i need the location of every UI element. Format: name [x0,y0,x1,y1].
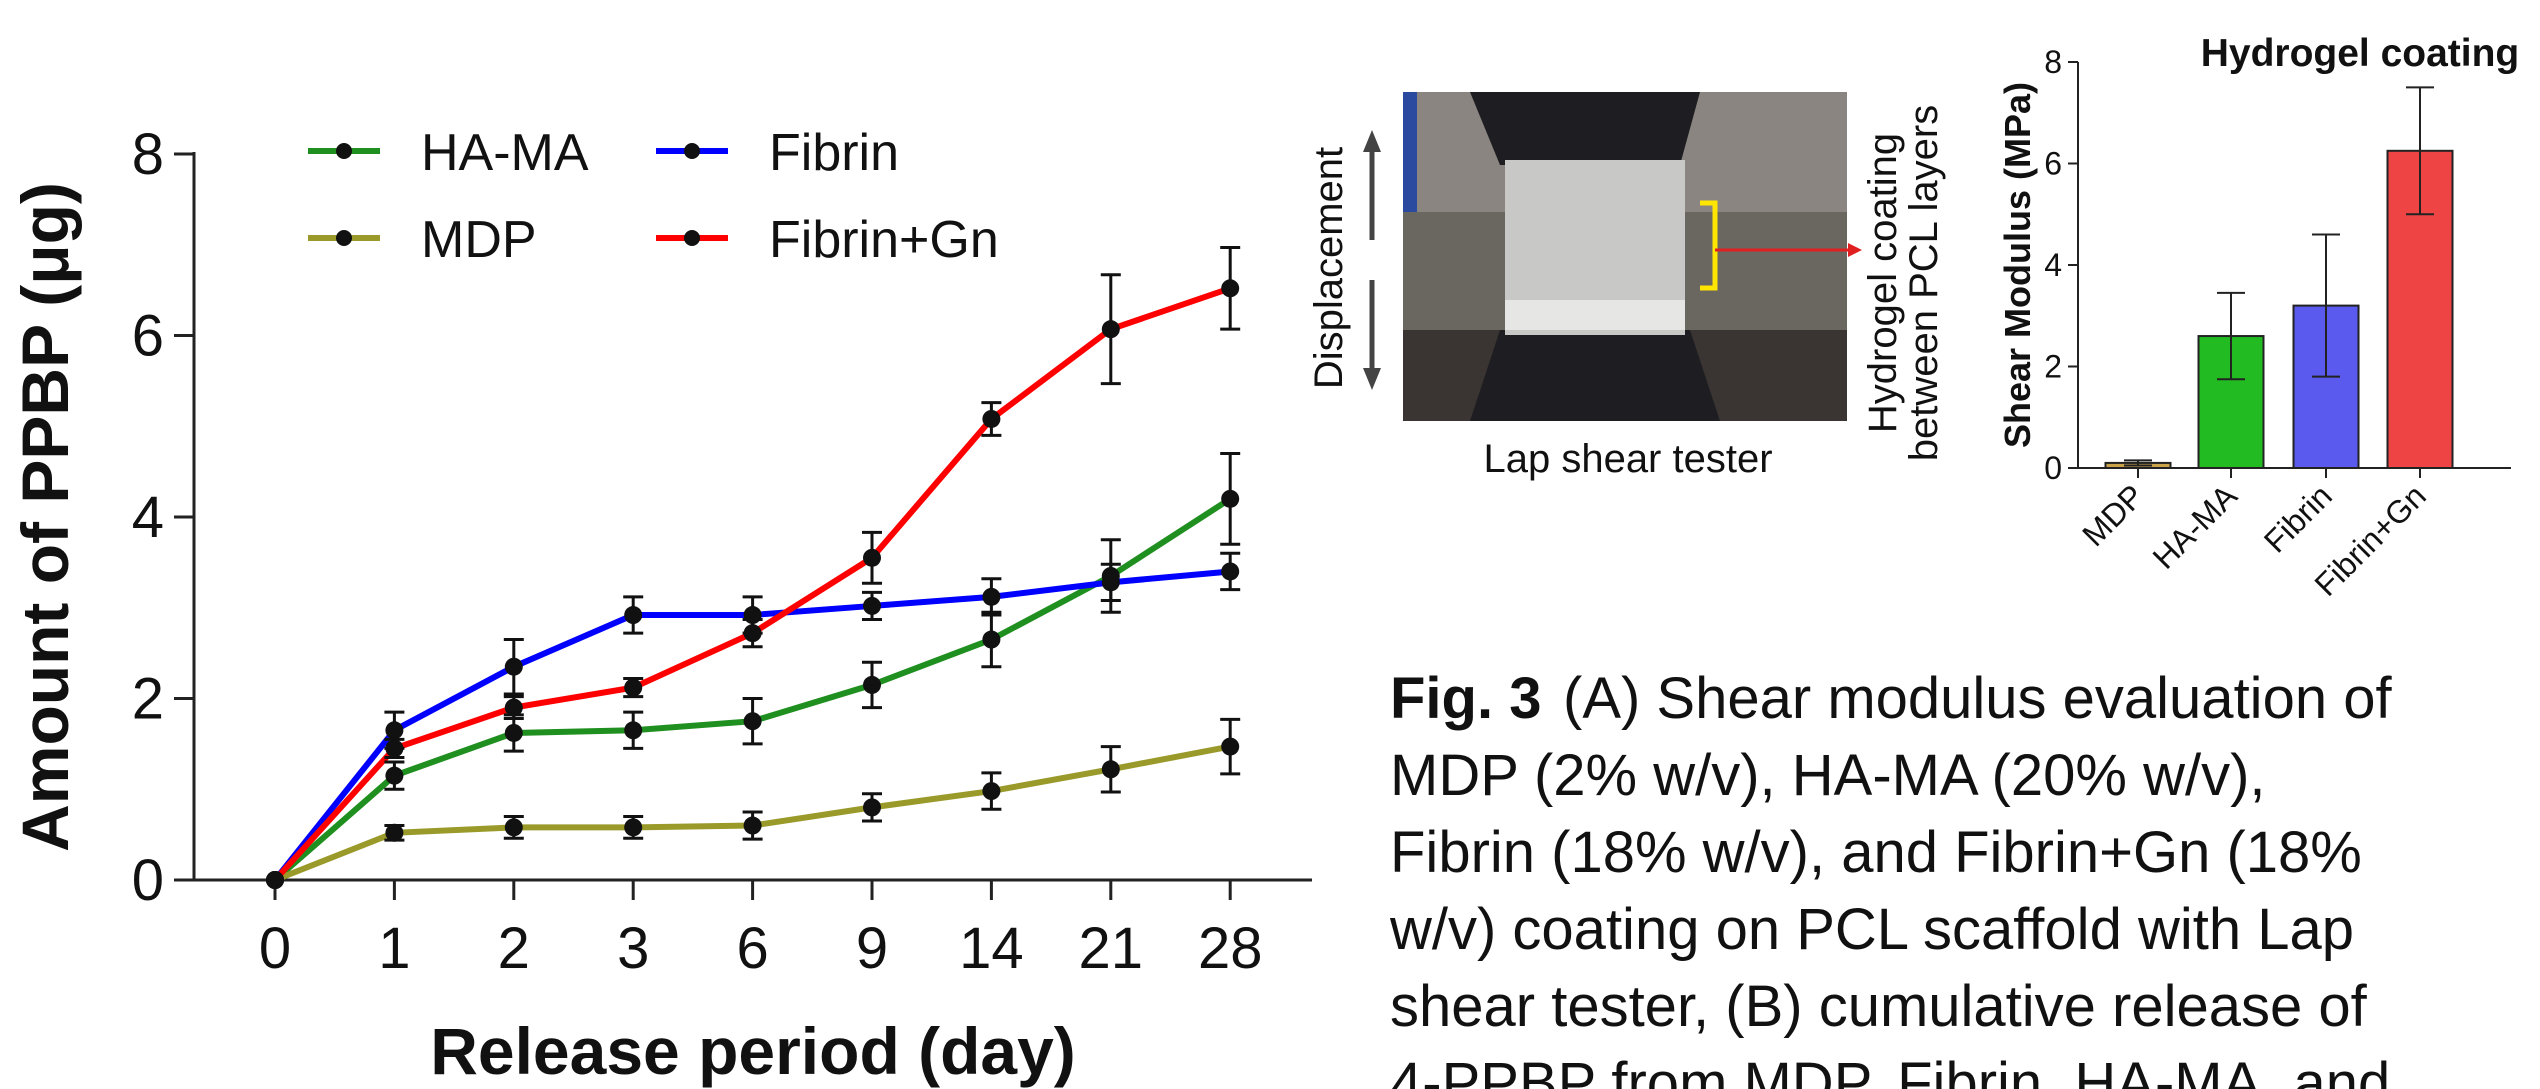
legend-label: MDP [421,211,537,269]
lower-clamp [1470,330,1720,421]
y-tick-label: 2 [2044,349,2062,385]
photo-right-label: Hydrogel coating [1861,133,1905,433]
point [505,818,523,836]
photo-bottom-label: Lap shear tester [1483,437,1772,481]
y-axis-label: Amount of PPBP (μg) [8,182,82,852]
point [505,658,523,676]
caption-label: Fig. 3 [1390,666,1541,731]
point [505,724,523,742]
legend-label: HA-MA [421,124,589,182]
y-tick-label: 4 [132,485,164,550]
pointer-head [1848,243,1862,257]
arrow-down-head [1363,368,1381,390]
x-tick-label: 2 [498,916,530,981]
x-tick-label: 28 [1198,916,1263,981]
point [863,549,881,567]
point [1221,279,1239,297]
point [1221,562,1239,580]
caption-line: shear tester, (B) cumulative release of [1390,974,2368,1039]
point [982,588,1000,606]
photo-right-label: between PCL layers [1902,105,1946,461]
caption-line: Fibrin (18% w/v), and Fibrin+Gn (18% [1390,820,2362,885]
point [744,712,762,730]
legend-marker [684,143,700,159]
point [982,410,1000,428]
point [266,871,284,889]
caption-line: 4-PPBP from MDP, Fibrin, HA-MA, and [1390,1051,2390,1089]
legend-label: Fibrin+Gn [769,211,999,269]
caption-line: MDP (2% w/v), HA-MA (20% w/v), [1390,743,2266,808]
point [1221,490,1239,508]
point [1102,320,1120,338]
caption-line: (A) Shear modulus evaluation of [1563,666,2392,731]
point [624,679,642,697]
point [385,767,403,785]
caption-line: w/v) coating on PCL scaffold with Lap [1389,897,2354,962]
caption: Fig. 3 (A) Shear modulus evaluation of M… [1389,666,2392,1089]
point [744,624,762,642]
x-tick-label: 21 [1079,916,1144,981]
point [505,699,523,717]
point [744,817,762,835]
point [624,721,642,739]
point [385,739,403,757]
x-axis-label: Release period (day) [430,1014,1076,1088]
point [624,818,642,836]
y-axis-label: Shear Modulus (MPa) [1997,82,2038,448]
upper-clamp [1470,92,1700,165]
point [385,824,403,842]
x-tick-label: 3 [617,916,649,981]
y-tick-label: 8 [2044,44,2062,80]
x-tick-label: HA-MA [2146,477,2245,576]
y-tick-label: 8 [132,122,164,187]
x-tick-label: 6 [736,916,768,981]
y-tick-label: 6 [132,304,164,369]
point [982,631,1000,649]
x-tick-label: MDP [2075,477,2151,553]
x-tick-label: 14 [959,916,1024,981]
legend-label: Fibrin [769,124,899,182]
arrow-up-head [1363,130,1381,152]
legend-marker [684,230,700,246]
sample-base [1505,300,1685,330]
photo: Displacement Lap shear tester Hydrogel c… [1307,92,1946,481]
y-tick-label: 0 [132,848,164,913]
point [982,782,1000,800]
point [863,798,881,816]
legend-marker [336,230,352,246]
figure: Displacement Lap shear tester Hydrogel c… [0,0,2540,1089]
y-tick-label: 4 [2044,247,2062,283]
point [1102,573,1120,591]
x-tick-label: 0 [259,916,291,981]
x-tick-label: Fibrin [2257,477,2339,559]
x-tick-label: 1 [378,916,410,981]
photo-edge [1403,92,1417,212]
point [1102,760,1120,778]
y-tick-label: 0 [2044,450,2062,486]
x-tick-label: 9 [856,916,888,981]
chart-title: Hydrogel coating [2201,32,2520,75]
y-tick-label: 6 [2044,146,2062,182]
point [863,676,881,694]
y-tick-label: 2 [132,667,164,732]
point [624,606,642,624]
legend-marker [336,143,352,159]
photo-left-label: Displacement [1307,147,1351,389]
point [1221,738,1239,756]
point [385,721,403,739]
point [863,597,881,615]
